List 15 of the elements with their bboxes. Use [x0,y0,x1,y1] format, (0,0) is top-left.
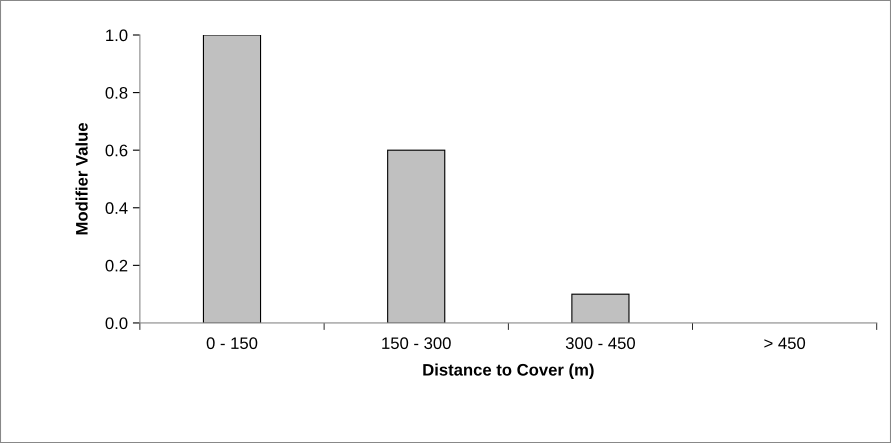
x-tick-label: 150 - 300 [382,337,451,350]
x-tick-label: 0 - 150 [206,337,258,350]
x-tick-label: 300 - 450 [566,337,635,350]
y-tick-label: 0.2 [106,260,128,272]
bar [387,150,446,323]
x-tick-label: > 450 [764,337,806,350]
y-tick-label: 1.0 [106,29,128,42]
bar [571,294,630,323]
x-axis-title: Distance to Cover (m) [423,363,594,380]
y-tick-label: 0.6 [106,144,128,156]
y-tick-label: 0.4 [106,202,128,214]
y-tick-label: 0.8 [106,86,128,99]
bar [202,34,262,323]
y-axis-title: Modifier Value [75,123,88,234]
y-tick-label: 0.0 [106,317,128,330]
